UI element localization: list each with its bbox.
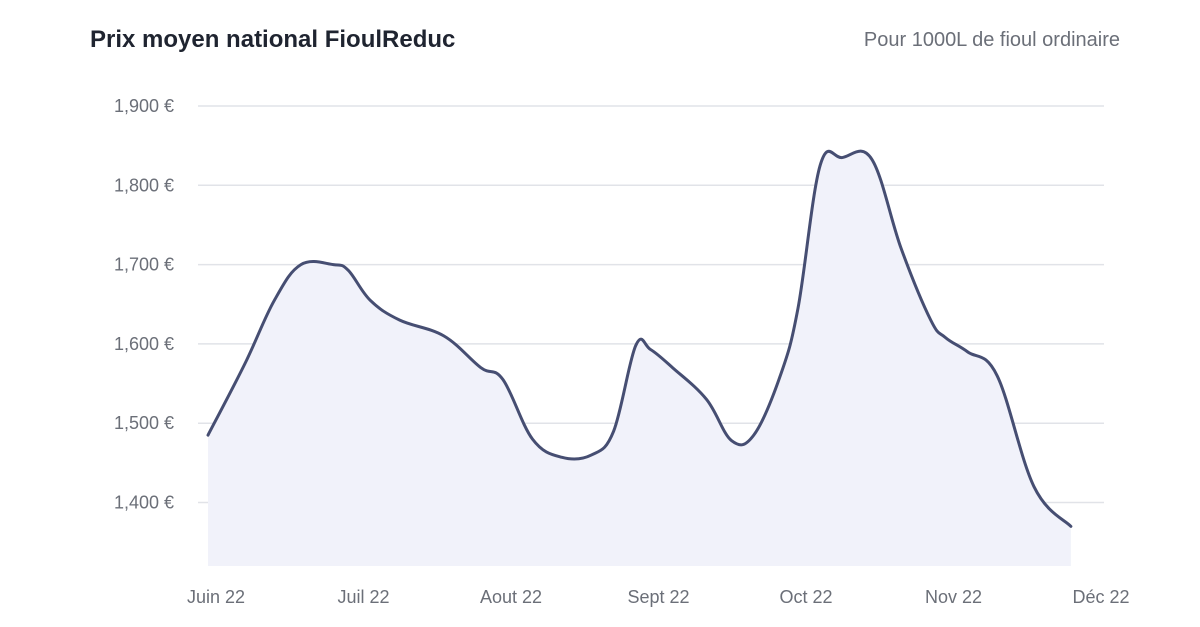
x-axis-ticks: Juin 22 Juil 22 Aout 22 Sept 22 Oct 22 Nov 22… bbox=[187, 587, 1130, 607]
x-tick-label: Nov 22 bbox=[925, 587, 982, 607]
y-tick-label: 1,400 € bbox=[114, 493, 174, 513]
y-tick-label: 1,500 € bbox=[114, 413, 174, 433]
chart-subtitle: Pour 1000L de fioul ordinaire bbox=[863, 29, 1120, 51]
y-tick-label: 1,700 € bbox=[114, 255, 174, 275]
x-tick-label: Sept 22 bbox=[627, 587, 689, 607]
x-tick-label: Aout 22 bbox=[480, 587, 542, 607]
y-tick-label: 1,900 € bbox=[114, 96, 174, 116]
series-area bbox=[208, 151, 1071, 566]
x-tick-label: Oct 22 bbox=[779, 587, 832, 607]
y-tick-label: 1,600 € bbox=[114, 334, 174, 354]
x-tick-label: Déc 22 bbox=[1072, 587, 1129, 607]
y-tick-label: 1,800 € bbox=[114, 175, 174, 195]
x-tick-label: Juil 22 bbox=[337, 587, 389, 607]
chart-title: Prix moyen national FioulReduc bbox=[90, 26, 456, 53]
y-axis-ticks: 1,400 € 1,500 € 1,600 € 1,700 € 1,800 € 1,900… bbox=[114, 96, 174, 513]
x-tick-label: Juin 22 bbox=[187, 587, 245, 607]
series-line bbox=[206, 149, 1073, 528]
